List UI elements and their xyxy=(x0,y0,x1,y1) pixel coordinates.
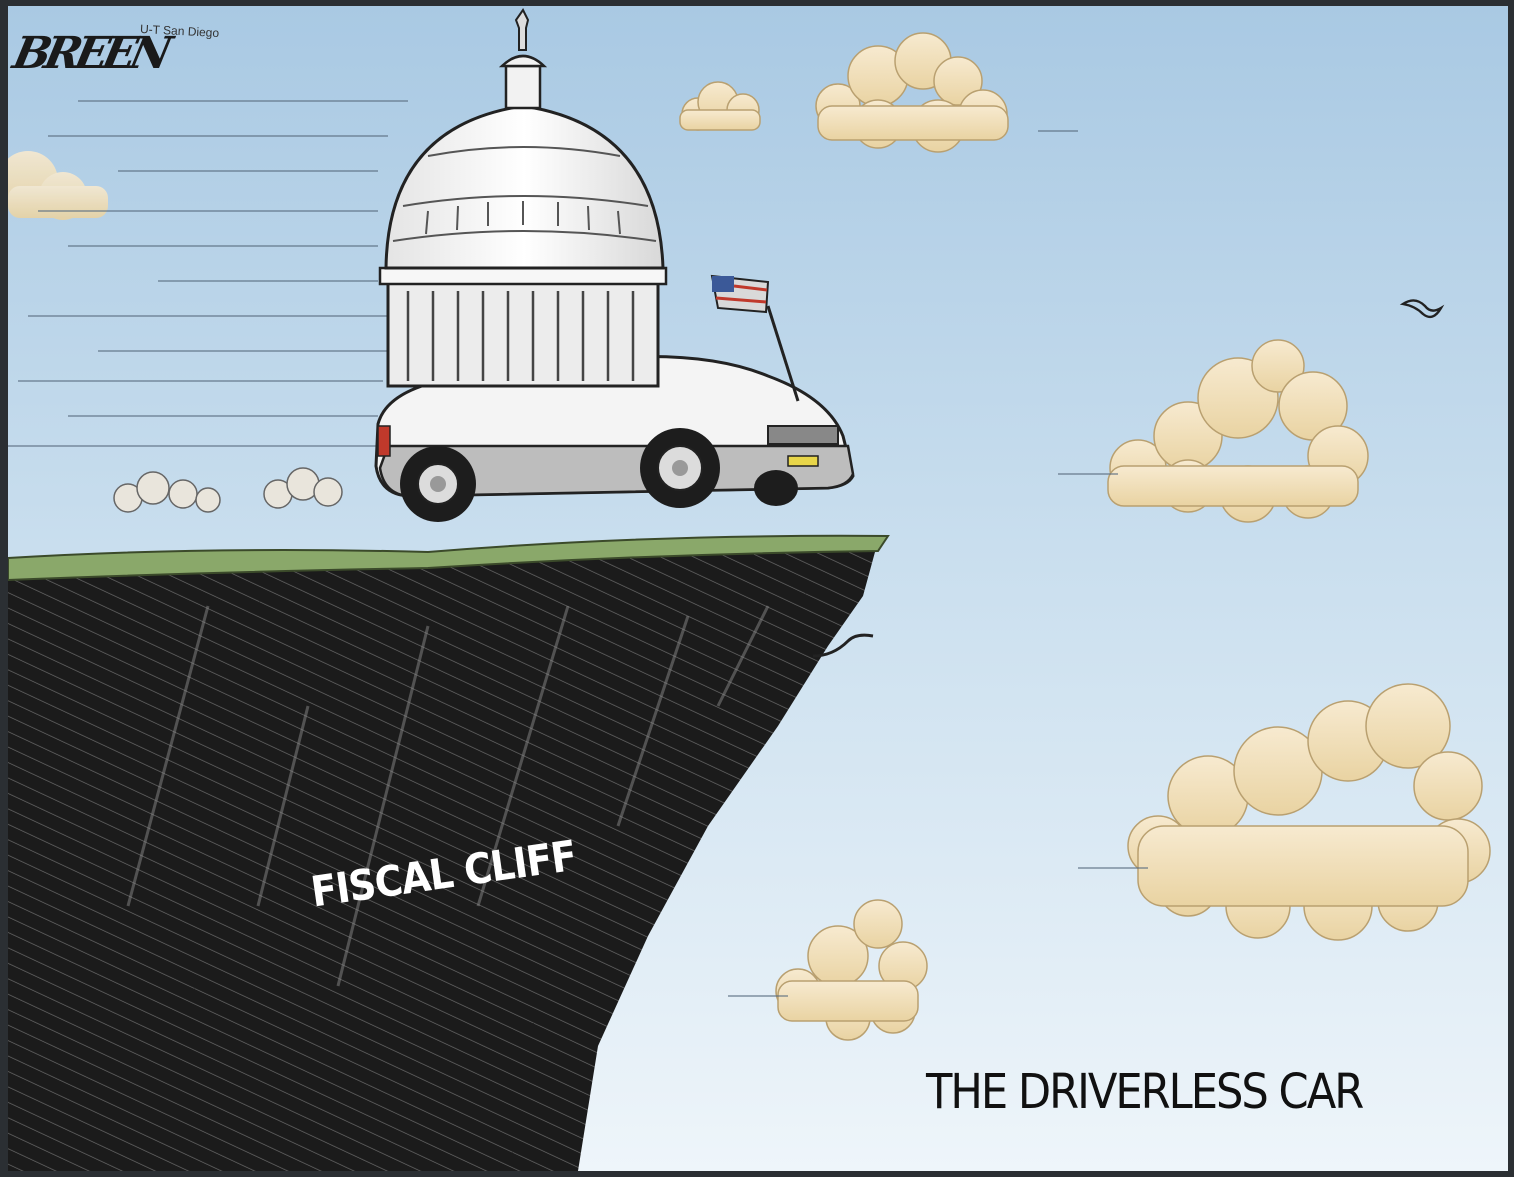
cartoon-illustration xyxy=(8,6,1508,1171)
statue-of-freedom xyxy=(514,8,530,51)
cloud-right-middle xyxy=(1107,339,1369,523)
cartoon-frame: BREEN U-T San Diego FISCAL CLIFF THE DRI… xyxy=(8,6,1508,1171)
cloud-left-edge xyxy=(8,151,108,220)
flag-pole xyxy=(766,305,800,402)
cliff-shadow-lines xyxy=(126,605,770,987)
cartoon-caption: THE DRIVERLESS CAR xyxy=(926,1064,1364,1120)
bird xyxy=(1399,299,1445,319)
cloud-bottom-small xyxy=(775,899,928,1041)
far-wheel xyxy=(754,470,798,506)
cliff-root xyxy=(812,633,874,658)
cloud-top-large xyxy=(815,32,1009,153)
rear-wheel xyxy=(400,446,476,522)
front-wheel xyxy=(640,428,720,508)
cliff-grass xyxy=(8,534,890,582)
speed-lines xyxy=(8,100,1148,997)
cloud-right-lower xyxy=(1127,683,1491,941)
cloud-top-small xyxy=(679,81,761,131)
capitol-car xyxy=(374,8,855,522)
dust-puffs xyxy=(113,467,343,513)
american-flag-icon xyxy=(710,274,770,314)
